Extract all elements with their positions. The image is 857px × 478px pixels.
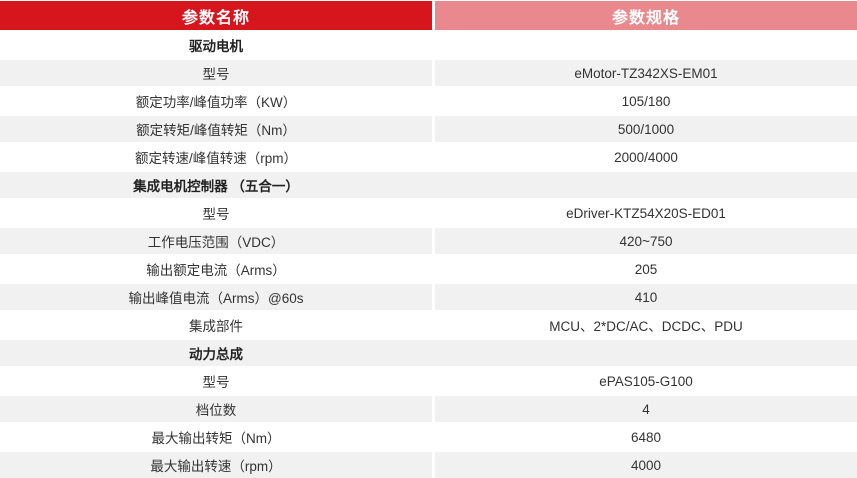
param-value-cell: ePAS105-G100 [435, 367, 857, 395]
table-row: 型号 ePAS105-G100 [0, 367, 857, 395]
table-row: 集成部件 MCU、2*DC/AC、DCDC、PDU [0, 311, 857, 339]
param-name-cell: 型号 [0, 59, 432, 87]
table-header: 参数名称 参数规格 [0, 1, 857, 30]
header-param-spec: 参数规格 [435, 1, 857, 30]
section-row: 集成电机控制器 （五合一） [0, 171, 857, 199]
param-value-cell: 420~750 [435, 227, 857, 255]
param-name-cell: 输出峰值电流（Arms）@60s [0, 283, 432, 311]
param-name-cell: 集成部件 [0, 311, 432, 339]
table-row: 型号 eDriver-KTZ54X20S-ED01 [0, 199, 857, 227]
table-row: 档位数 4 [0, 395, 857, 423]
section-cell: 动力总成 [0, 339, 857, 367]
param-name-cell: 型号 [0, 199, 432, 227]
table-row: 额定转速/峰值转速（rpm） 2000/4000 [0, 143, 857, 171]
param-name-cell: 档位数 [0, 395, 432, 423]
param-value-cell: 2000/4000 [435, 143, 857, 171]
section-title: 驱动电机 [189, 39, 243, 54]
table-row: 输出额定电流（Arms） 205 [0, 255, 857, 283]
param-value-cell: 4000 [435, 451, 857, 478]
param-value-cell: eDriver-KTZ54X20S-ED01 [435, 199, 857, 227]
param-value-cell: 4 [435, 395, 857, 423]
section-cell: 集成电机控制器 （五合一） [0, 171, 857, 199]
table-row: 额定功率/峰值功率（KW） 105/180 [0, 87, 857, 115]
param-value-cell: 205 [435, 255, 857, 283]
param-value-cell: 410 [435, 283, 857, 311]
param-name-cell: 最大输出转速（rpm） [0, 451, 432, 478]
table-row: 输出峰值电流（Arms）@60s 410 [0, 283, 857, 311]
table-row: 工作电压范围（VDC） 420~750 [0, 227, 857, 255]
table-row: 最大输出转矩（Nm） 6480 [0, 423, 857, 451]
param-value-cell: eMotor-TZ342XS-EM01 [435, 59, 857, 87]
param-value-cell: 500/1000 [435, 115, 857, 143]
table-row: 最大输出转速（rpm） 4000 [0, 451, 857, 478]
param-value-cell: 6480 [435, 423, 857, 451]
column-gutter [432, 1, 435, 30]
param-name-cell: 额定转速/峰值转速（rpm） [0, 143, 432, 171]
param-name-cell: 额定功率/峰值功率（KW） [0, 87, 432, 115]
section-row: 驱动电机 [0, 31, 857, 59]
table-row: 型号 eMotor-TZ342XS-EM01 [0, 59, 857, 87]
param-value-cell: 105/180 [435, 87, 857, 115]
param-name-cell: 输出额定电流（Arms） [0, 255, 432, 283]
section-title: 集成电机控制器 （五合一） [133, 179, 299, 194]
table-row: 额定转矩/峰值转矩（Nm） 500/1000 [0, 115, 857, 143]
section-cell: 驱动电机 [0, 31, 857, 59]
param-value-cell: MCU、2*DC/AC、DCDC、PDU [435, 311, 857, 339]
param-name-cell: 额定转矩/峰值转矩（Nm） [0, 115, 432, 143]
param-name-cell: 型号 [0, 367, 432, 395]
section-row: 动力总成 [0, 339, 857, 367]
header-param-name: 参数名称 [0, 1, 432, 30]
param-name-cell: 最大输出转矩（Nm） [0, 423, 432, 451]
section-title: 动力总成 [189, 347, 243, 362]
param-name-cell: 工作电压范围（VDC） [0, 227, 432, 255]
spec-table-body: 驱动电机 型号 eMotor-TZ342XS-EM01 额定功率/峰值功率（KW） 10… [0, 31, 857, 478]
